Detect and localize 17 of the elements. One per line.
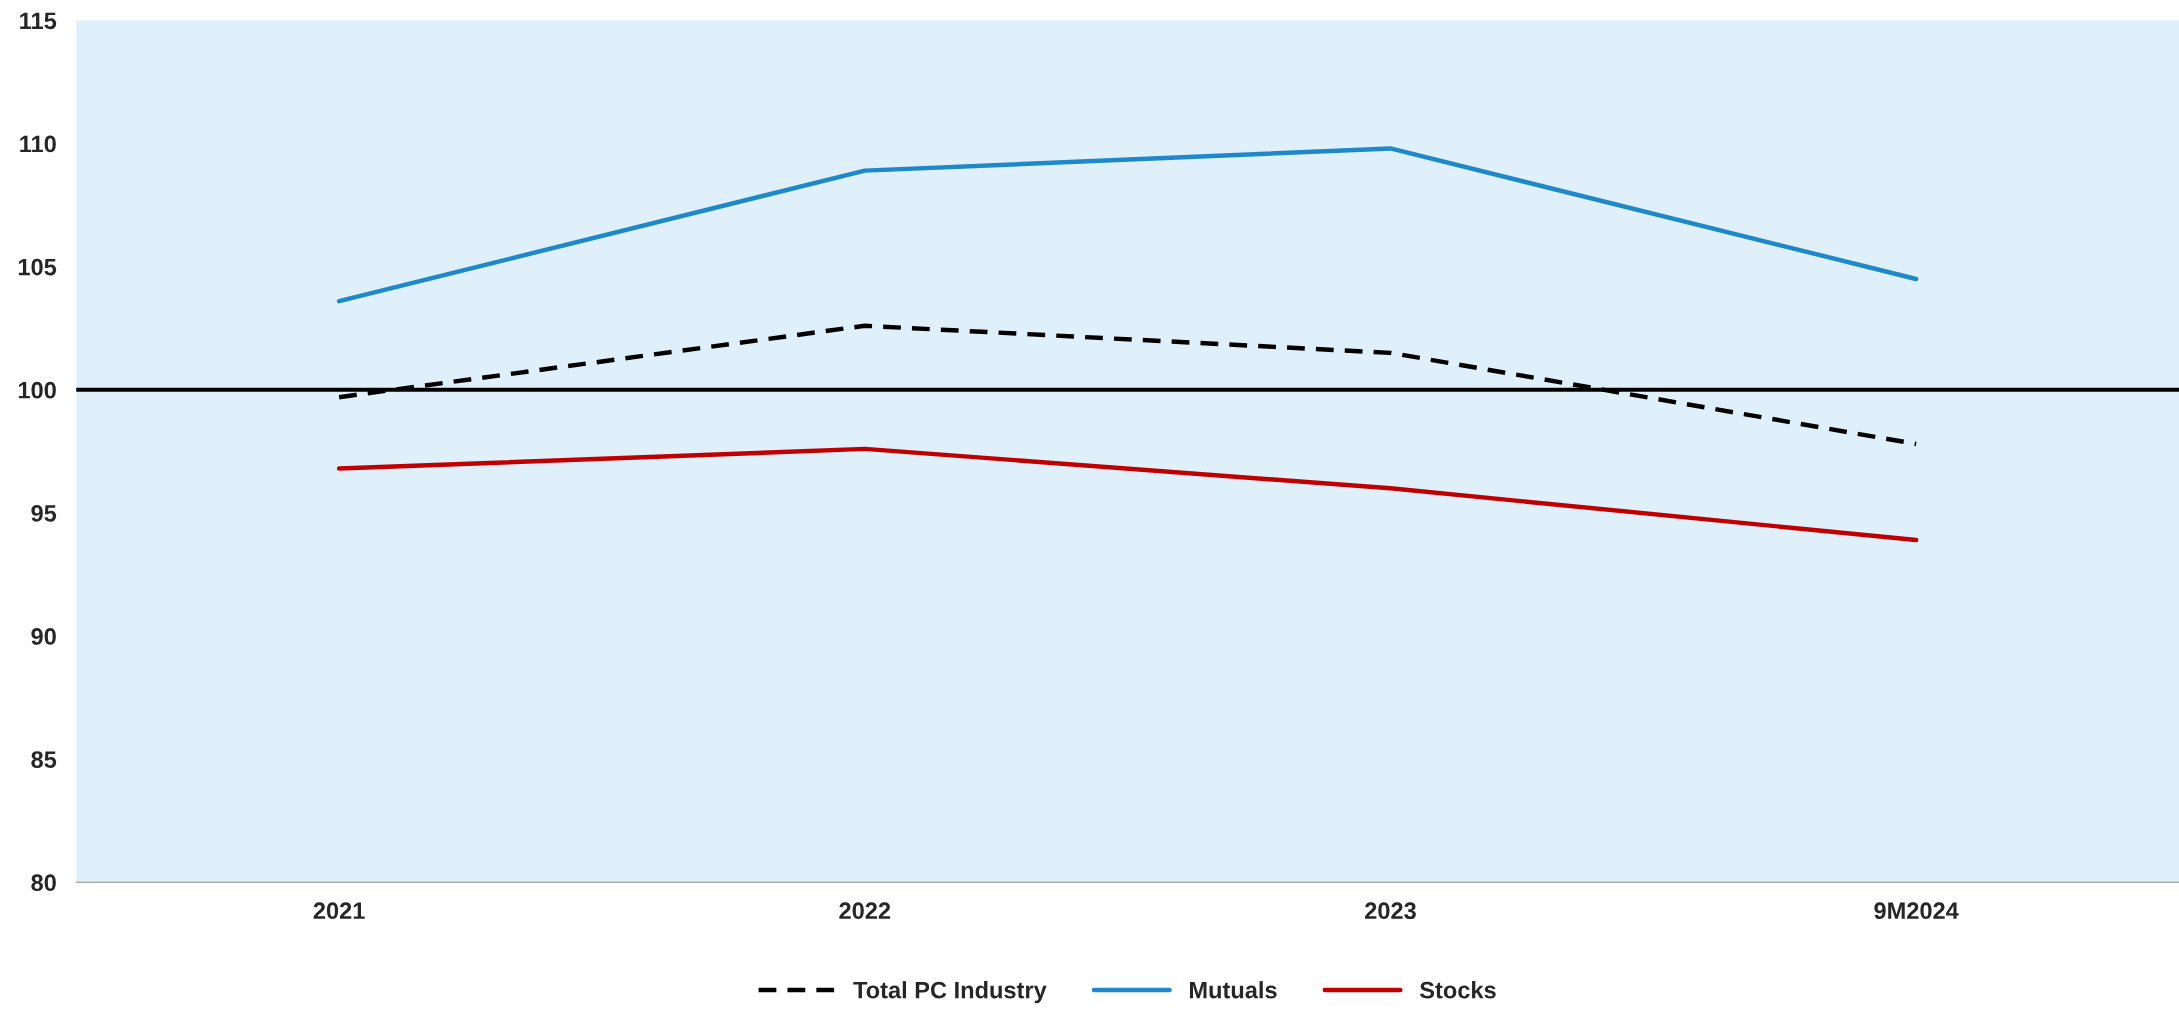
line-series: [336, 146, 1919, 304]
y-tick-label: 100: [18, 381, 56, 399]
x-tick-label: 2022: [839, 902, 891, 920]
legend-label: Stocks: [1419, 981, 1496, 999]
y-tick-label: 115: [20, 12, 57, 30]
y-tick-label: 105: [18, 258, 57, 276]
y-tick-label: 110: [20, 135, 56, 153]
y-tick-label: 85: [31, 751, 57, 768]
y-tick-label: 80: [31, 874, 56, 892]
y-tick-label: 90: [31, 628, 56, 645]
x-tick-label: 2021: [313, 902, 365, 920]
legend-label: Mutuals: [1189, 981, 1277, 999]
legend-label: Total PC Industry: [853, 981, 1047, 1004]
line-series: [336, 446, 1919, 543]
x-tick-label: 9M2024: [1874, 902, 1959, 920]
x-tick-label: 2023: [1365, 902, 1416, 920]
y-tick-label: 95: [31, 504, 57, 522]
